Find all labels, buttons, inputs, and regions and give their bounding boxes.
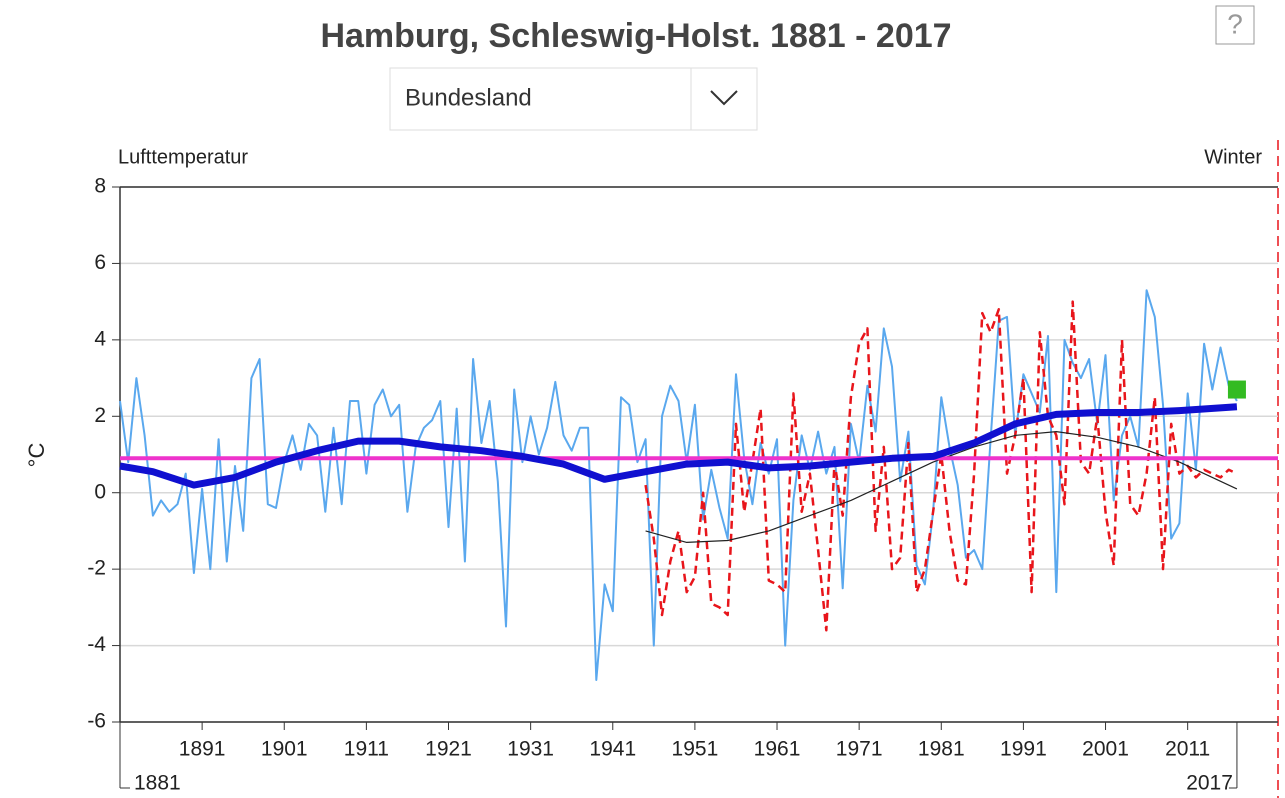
- y-tick-label: 0: [94, 480, 106, 503]
- series-line: [119, 289, 1238, 681]
- dropdown[interactable]: Bundesland: [389, 67, 758, 131]
- help-icon[interactable]: ?: [1227, 8, 1243, 39]
- y-tick-label: 2: [94, 404, 106, 427]
- series-line: [645, 431, 1238, 543]
- y-tick-label: 6: [94, 251, 106, 274]
- x-tick-label: 1971: [836, 738, 883, 761]
- chart-title: Hamburg, Schleswig-Holst. 1881 - 2017: [320, 17, 951, 55]
- x-tick-label: 1941: [589, 738, 636, 761]
- y-axis-label: °C: [24, 443, 49, 468]
- x-tick-label: 1911: [344, 738, 389, 761]
- range-label: 2017: [1186, 772, 1233, 795]
- series-line: [119, 403, 1238, 489]
- x-tick-label: 1961: [754, 738, 801, 761]
- y-tick-label: 8: [94, 175, 106, 198]
- season-label: Winter: [1204, 146, 1262, 168]
- x-tick-label: 2001: [1082, 738, 1129, 761]
- x-tick-label: 1891: [179, 738, 226, 761]
- x-tick-label: 1921: [425, 738, 472, 761]
- x-tick-label: 1951: [672, 738, 719, 761]
- x-tick-label: 2011: [1165, 738, 1210, 761]
- y-tick-label: 4: [94, 327, 106, 350]
- dropdown-box[interactable]: [389, 67, 758, 131]
- x-tick-label: 1901: [261, 738, 308, 761]
- x-tick-label: 1931: [507, 738, 554, 761]
- x-tick-label: 1981: [918, 738, 965, 761]
- range-label: 1881: [134, 772, 181, 795]
- point-marker: [1227, 380, 1246, 399]
- y-tick-label: -2: [87, 557, 106, 580]
- variable-label: Lufttemperatur: [118, 146, 248, 168]
- y-tick-label: -6: [87, 710, 106, 733]
- help-button[interactable]: [1215, 5, 1255, 45]
- y-tick-label: -4: [87, 633, 106, 656]
- dropdown-label[interactable]: Bundesland: [405, 84, 532, 111]
- x-tick-label: 1991: [1000, 738, 1047, 761]
- dropdown-chevron[interactable]: [710, 90, 738, 106]
